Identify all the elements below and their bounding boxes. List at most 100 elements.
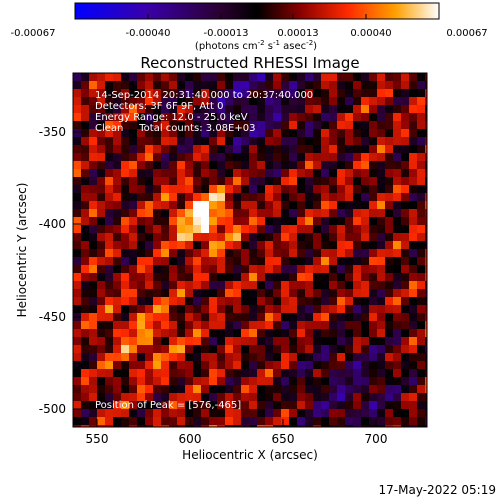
- heatmap-cell: [121, 145, 130, 154]
- heatmap-cell: [249, 377, 258, 386]
- heatmap-cell: [241, 361, 250, 370]
- heatmap-cell: [393, 177, 402, 186]
- heatmap-cell: [345, 73, 354, 82]
- heatmap-cell: [417, 321, 426, 330]
- heatmap-cell: [401, 281, 410, 290]
- heatmap-cell: [321, 337, 330, 346]
- heatmap-cell: [425, 249, 427, 258]
- heatmap-cell: [97, 281, 106, 290]
- heatmap-cell: [113, 105, 122, 114]
- heatmap-cell: [217, 425, 226, 427]
- heatmap-cell: [177, 265, 186, 274]
- heatmap-cell: [329, 217, 338, 226]
- heatmap-cell: [169, 393, 178, 402]
- heatmap-cell: [345, 193, 354, 202]
- heatmap-cell: [401, 153, 410, 162]
- x-axis-label: Heliocentric X (arcsec): [182, 448, 318, 462]
- heatmap-cell: [185, 321, 194, 330]
- heatmap-cell: [377, 129, 386, 138]
- heatmap-cell: [169, 113, 178, 122]
- heatmap-cell: [217, 305, 226, 314]
- heatmap-cell: [385, 201, 394, 210]
- heatmap-cell: [233, 161, 242, 170]
- heatmap-cell: [201, 409, 210, 418]
- heatmap-cell: [353, 233, 362, 242]
- heatmap-cell: [169, 241, 178, 250]
- heatmap-cell: [313, 105, 322, 114]
- heatmap-cell: [169, 249, 178, 258]
- heatmap-cell: [305, 409, 314, 418]
- heatmap-cell: [321, 129, 330, 138]
- heatmap-cell: [385, 297, 394, 306]
- heatmap-cell: [297, 73, 306, 82]
- heatmap-cell: [337, 145, 346, 154]
- heatmap-cell: [329, 417, 338, 426]
- heatmap-cell: [145, 113, 154, 122]
- heatmap-cell: [97, 201, 106, 210]
- heatmap-cell: [121, 169, 130, 178]
- heatmap-cell: [73, 121, 82, 130]
- heatmap-cell: [417, 425, 426, 427]
- heatmap-cell: [97, 361, 106, 370]
- heatmap-cell: [225, 81, 234, 90]
- heatmap-cell: [193, 409, 202, 418]
- heatmap-cell: [73, 289, 82, 298]
- heatmap-cell: [137, 369, 146, 378]
- heatmap-cell: [185, 329, 194, 338]
- heatmap-cell: [73, 265, 82, 274]
- heatmap-cell: [409, 217, 418, 226]
- heatmap-cell: [345, 385, 354, 394]
- heatmap-cell: [225, 201, 234, 210]
- heatmap-cell: [217, 185, 226, 194]
- heatmap-cell: [377, 409, 386, 418]
- heatmap-cell: [209, 289, 218, 298]
- heatmap-cell: [185, 225, 194, 234]
- heatmap-cell: [257, 401, 266, 410]
- heatmap-cell: [401, 185, 410, 194]
- heatmap-cell: [89, 321, 98, 330]
- heatmap-cell: [377, 345, 386, 354]
- heatmap-cell: [161, 417, 170, 426]
- heatmap-cell: [249, 289, 258, 298]
- heatmap-cell: [217, 137, 226, 146]
- heatmap-cell: [225, 97, 234, 106]
- heatmap-cell: [369, 201, 378, 210]
- heatmap-cell: [201, 89, 210, 98]
- heatmap-cell: [281, 393, 290, 402]
- heatmap-cell: [137, 257, 146, 266]
- heatmap-cell: [297, 105, 306, 114]
- heatmap-cell: [249, 129, 258, 138]
- heatmap-cell: [185, 97, 194, 106]
- heatmap-cell: [73, 345, 82, 354]
- heatmap-cell: [81, 137, 90, 146]
- heatmap-cell: [425, 225, 427, 234]
- heatmap-cell: [425, 321, 427, 330]
- heatmap-cell: [113, 185, 122, 194]
- heatmap-cell: [201, 257, 210, 266]
- heatmap-cell: [273, 217, 282, 226]
- heatmap-cell: [177, 201, 186, 210]
- heatmap-cell: [73, 417, 82, 426]
- heatmap-cell: [209, 417, 218, 426]
- heatmap-cell: [265, 297, 274, 306]
- heatmap-cell: [337, 81, 346, 90]
- heatmap-cell: [121, 409, 130, 418]
- heatmap-cell: [417, 161, 426, 170]
- heatmap-cell: [193, 153, 202, 162]
- heatmap-cell: [425, 97, 427, 106]
- heatmap-cell: [193, 185, 202, 194]
- heatmap-cell: [169, 409, 178, 418]
- heatmap-cell: [281, 369, 290, 378]
- heatmap-cell: [89, 305, 98, 314]
- heatmap-cell: [129, 81, 138, 90]
- heatmap-cell: [377, 225, 386, 234]
- heatmap-cell: [121, 217, 130, 226]
- heatmap-cell: [305, 377, 314, 386]
- heatmap-cell: [73, 353, 82, 362]
- heatmap-cell: [233, 89, 242, 98]
- heatmap-cell: [249, 241, 258, 250]
- heatmap-cell: [137, 329, 146, 338]
- heatmap-cell: [145, 137, 154, 146]
- colorbar-unit-label: (photons cm-2 s-1 asec-2): [195, 39, 317, 52]
- heatmap-cell: [97, 153, 106, 162]
